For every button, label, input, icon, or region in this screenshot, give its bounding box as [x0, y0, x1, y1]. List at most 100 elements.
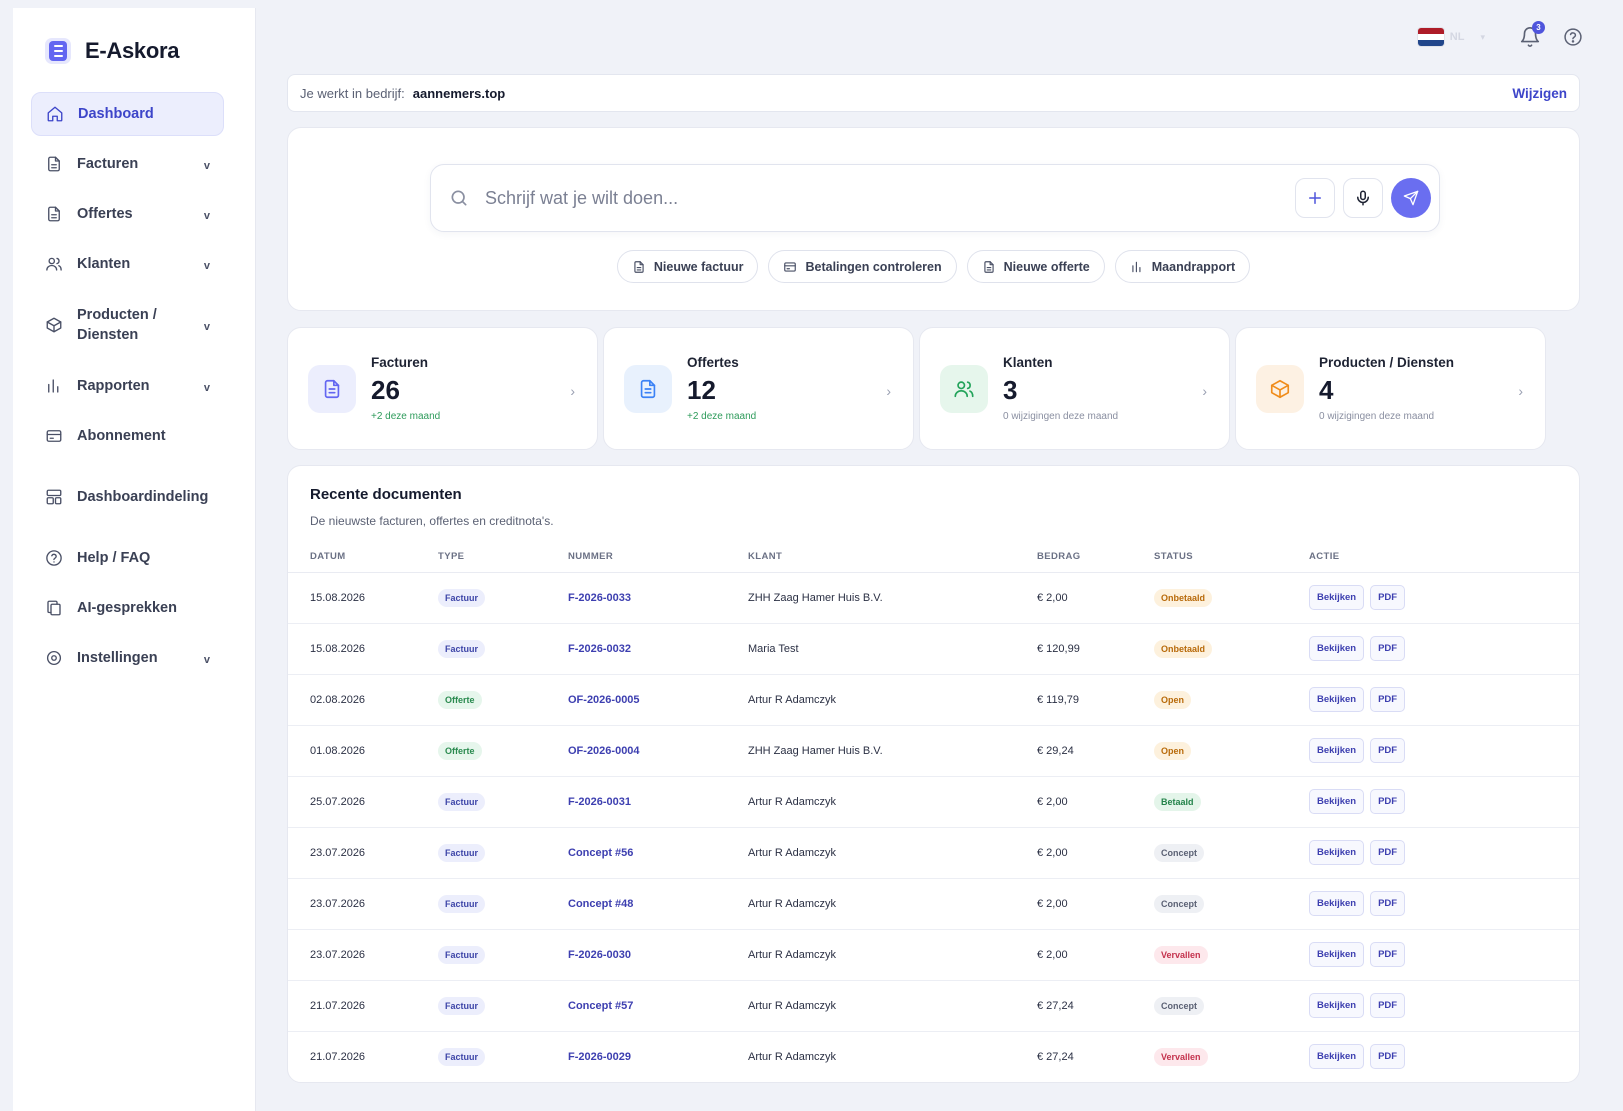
document-number-link[interactable]: F-2026-0030: [568, 948, 631, 961]
sidebar-item-dashboard[interactable]: Dashboard: [31, 92, 224, 136]
pdf-button[interactable]: PDF: [1370, 891, 1406, 916]
help-circle-icon: [45, 549, 63, 567]
assistant-input[interactable]: [485, 187, 1295, 209]
search-icon: [451, 190, 467, 206]
notifications-button[interactable]: 3: [1519, 21, 1545, 48]
chevron-right-icon: ›: [1202, 383, 1207, 399]
pdf-button[interactable]: PDF: [1370, 585, 1406, 610]
view-button[interactable]: Bekijken: [1309, 789, 1365, 814]
sidebar-item-offertes[interactable]: Offertes v: [31, 192, 224, 236]
pdf-button[interactable]: PDF: [1370, 993, 1406, 1018]
cell-actie: Bekijken PDF: [1309, 878, 1579, 930]
company-prefix: Je werkt in bedrijf:: [300, 85, 405, 101]
pdf-button[interactable]: PDF: [1370, 636, 1406, 661]
document-number-link[interactable]: F-2026-0029: [568, 1050, 631, 1063]
chip-label: Maandrapport: [1151, 259, 1236, 274]
cell-klant: Artur R Adamczyk: [748, 980, 1037, 1032]
stat-subtext: +2 deze maand: [687, 411, 757, 422]
document-number-link[interactable]: Concept #56: [568, 846, 634, 859]
stat-card-klanten[interactable]: Klanten 3 0 wijzigingen deze maand ›: [919, 327, 1230, 450]
cell-bedrag: € 2,00: [1037, 572, 1154, 624]
view-button[interactable]: Bekijken: [1309, 993, 1365, 1018]
document-number-link[interactable]: OF-2026-0004: [568, 744, 640, 757]
pdf-button[interactable]: PDF: [1370, 942, 1406, 967]
help-circle-icon: [46, 550, 62, 566]
send-button[interactable]: [1391, 178, 1431, 218]
help-icon[interactable]: [1563, 27, 1583, 47]
stat-subtext: 0 wijzigingen deze maand: [1319, 411, 1435, 422]
document-number-link[interactable]: OF-2026-0005: [568, 693, 640, 706]
sidebar-item-instellingen[interactable]: Instellingen v: [31, 636, 224, 680]
status-badge: Concept: [1154, 996, 1204, 1015]
sidebar-item-rapporten[interactable]: Rapporten v: [31, 364, 224, 408]
cell-actie: Bekijken PDF: [1309, 827, 1579, 879]
quote-icon: [640, 379, 656, 399]
sidebar-item-klanten[interactable]: Klanten v: [31, 242, 224, 286]
cell-nummer: F-2026-0029: [568, 1031, 748, 1082]
chevron-down-icon: v: [203, 259, 210, 272]
document-number-link[interactable]: F-2026-0031: [568, 795, 631, 808]
cell-type: Factuur: [438, 623, 568, 675]
view-button[interactable]: Bekijken: [1309, 1044, 1365, 1070]
column-header-datum: DATUM: [288, 542, 438, 573]
stat-card-facturen[interactable]: Facturen 26 +2 deze maand ›: [287, 327, 598, 450]
cell-datum: 21.07.2026: [288, 980, 438, 1032]
stat-card-producten-diensten[interactable]: Producten / Diensten 4 0 wijzigingen deze …: [1235, 327, 1546, 450]
table-row: 15.08.2026 Factuur F-2026-0032 Maria Test € …: [288, 623, 1579, 675]
type-badge: Factuur: [438, 1047, 486, 1066]
document-icon: [983, 260, 994, 273]
cell-datum: 01.08.2026: [288, 725, 438, 777]
view-button[interactable]: Bekijken: [1309, 585, 1365, 610]
cell-type: Factuur: [438, 878, 568, 930]
cell-datum: 25.07.2026: [288, 776, 438, 828]
sidebar-item-label: Dashboard: [78, 106, 154, 122]
stat-icon-wrap: [940, 365, 988, 413]
type-badge: Factuur: [438, 792, 486, 811]
add-button[interactable]: [1295, 178, 1335, 218]
view-button[interactable]: Bekijken: [1309, 891, 1365, 916]
pdf-button[interactable]: PDF: [1370, 840, 1406, 865]
cell-datum: 21.07.2026: [310, 1050, 366, 1063]
cell-status: Concept: [1154, 980, 1309, 1032]
layout-icon: [46, 489, 62, 505]
view-button[interactable]: Bekijken: [1309, 687, 1365, 712]
view-button[interactable]: Bekijken: [1309, 840, 1365, 865]
view-button[interactable]: Bekijken: [1309, 636, 1365, 661]
chip-betalingen-controleren[interactable]: Betalingen controleren: [768, 250, 957, 283]
pdf-button[interactable]: PDF: [1370, 1044, 1406, 1070]
status-badge: Vervallen: [1154, 1047, 1208, 1066]
document-number-link[interactable]: Concept #48: [568, 897, 634, 910]
view-button[interactable]: Bekijken: [1309, 942, 1365, 967]
chip-nieuwe-factuur[interactable]: Nieuwe factuur: [616, 250, 759, 283]
pdf-button[interactable]: PDF: [1370, 687, 1406, 712]
language-selector[interactable]: NL ▾: [1417, 28, 1485, 46]
stat-icon-wrap: [1256, 365, 1304, 413]
cell-klant: Artur R Adamczyk: [748, 674, 1037, 726]
sidebar-item-ai-gesprekken[interactable]: AI-gesprekken: [31, 586, 224, 630]
sidebar-item-dashboardindeling[interactable]: Dashboardindeling: [31, 464, 224, 530]
voice-input-button[interactable]: [1343, 178, 1383, 218]
sidebar-item-facturen[interactable]: Facturen v: [31, 142, 224, 186]
chip-nieuwe-offerte[interactable]: Nieuwe offerte: [966, 250, 1105, 283]
table-row: 25.07.2026 Factuur F-2026-0031 Artur R Adam…: [288, 776, 1579, 828]
sidebar-item-producten-diensten[interactable]: Producten / Diensten v: [31, 292, 224, 358]
sidebar-item-abonnement[interactable]: Abonnement: [31, 414, 224, 458]
cell-type: Factuur: [438, 1031, 568, 1082]
document-number-link[interactable]: F-2026-0032: [568, 642, 631, 655]
cell-datum: 02.08.2026: [288, 674, 438, 726]
cell-bedrag: € 120,99: [1037, 623, 1154, 675]
document-number-link[interactable]: Concept #57: [568, 999, 634, 1012]
pdf-button[interactable]: PDF: [1370, 738, 1406, 763]
sidebar-item-help-faq[interactable]: Help / FAQ: [31, 536, 224, 580]
brand[interactable]: E-Askora: [45, 38, 180, 64]
pdf-button[interactable]: PDF: [1370, 789, 1406, 814]
view-button[interactable]: Bekijken: [1309, 738, 1365, 763]
document-number-link[interactable]: F-2026-0033: [568, 591, 631, 604]
table-row: 21.07.2026 Factuur F-2026-0029 Artur R Adam…: [288, 1031, 1579, 1082]
sidebar-item-label: Help / FAQ: [77, 550, 151, 566]
change-company-link[interactable]: Wijzigen: [1512, 85, 1567, 101]
chip-maandrapport[interactable]: Maandrapport: [1114, 250, 1251, 283]
cell-klant: ZHH Zaag Hamer Huis B.V.: [748, 572, 1037, 624]
stat-card-offertes[interactable]: Offertes 12 +2 deze maand ›: [603, 327, 914, 450]
box-icon: [45, 316, 63, 334]
